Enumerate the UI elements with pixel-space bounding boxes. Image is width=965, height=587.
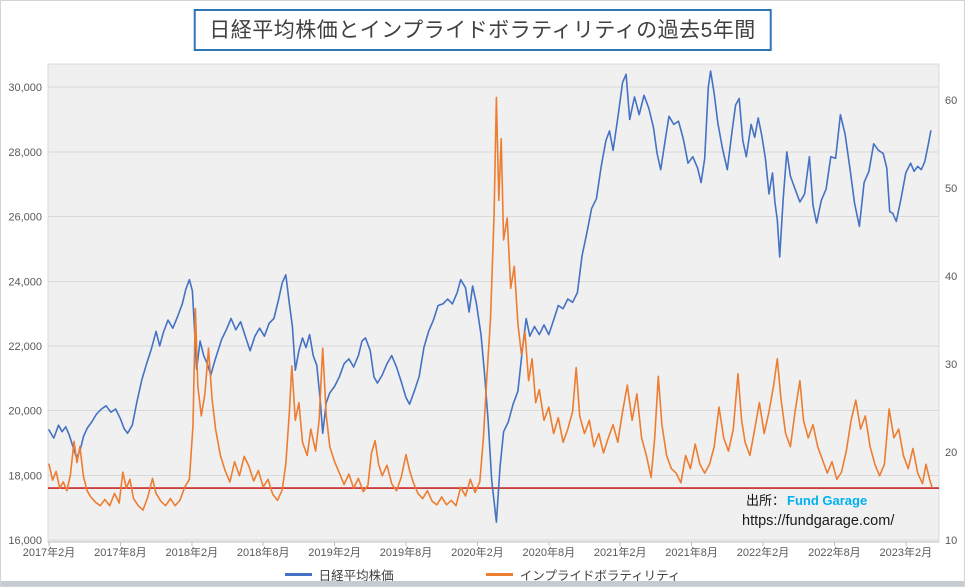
x-tick-label: 2019年2月 <box>308 545 361 559</box>
y-left-tick-label: 28,000 <box>8 147 42 159</box>
legend-label-nikkei: 日経平均株価 <box>318 569 394 583</box>
chart-title: 日経平均株価とインプライドボラティリティの過去5年間 <box>209 19 756 42</box>
y-left-tick-label: 24,000 <box>8 276 42 288</box>
x-tick-label: 2021年8月 <box>665 545 718 559</box>
source-attribution: 出所： Fund Garage <box>746 490 867 509</box>
y-right-tick-label: 50 <box>945 183 957 195</box>
source-label: 出所： <box>746 493 786 508</box>
x-tick-label: 2022年2月 <box>737 545 790 559</box>
y-left-tick-label: 22,000 <box>8 341 42 353</box>
x-tick-label: 2017年8月 <box>94 545 147 559</box>
y-right-tick-label: 60 <box>945 95 957 107</box>
y-left-tick-label: 20,000 <box>8 406 42 418</box>
y-right-tick-label: 20 <box>945 447 957 459</box>
y-right-tick-label: 10 <box>945 535 957 547</box>
iv-line <box>48 96 933 511</box>
y-left-tick-label: 30,000 <box>8 82 42 94</box>
x-tick-label: 2020年8月 <box>523 545 576 559</box>
x-tick-label: 2023年2月 <box>880 545 933 559</box>
legend-label-iv: インプライドボラティリティ <box>519 569 681 583</box>
x-tick-label: 2019年8月 <box>380 545 433 559</box>
window-bottom-strip <box>1 581 964 586</box>
chart-legend: 日経平均株価 インプライドボラティリティ <box>1 565 964 584</box>
y-right-tick-label: 40 <box>945 271 957 283</box>
plot-area <box>47 63 940 543</box>
y-left-tick-label: 16,000 <box>8 535 42 547</box>
y-left-tick-label: 18,000 <box>8 470 42 482</box>
y-right-tick-label: 30 <box>945 359 957 371</box>
x-tick-label: 2021年2月 <box>594 545 647 559</box>
iv-line-swatch <box>485 573 513 576</box>
x-tick-label: 2020年2月 <box>451 545 504 559</box>
x-tick-label: 2018年2月 <box>166 545 219 559</box>
x-tick-label: 2017年2月 <box>23 545 76 559</box>
y-left-tick-label: 26,000 <box>8 212 42 224</box>
source-url: https://fundgarage.com/ <box>742 513 895 529</box>
source-name: Fund Garage <box>787 493 868 508</box>
chart-title-box: 日経平均株価とインプライドボラティリティの過去5年間 <box>193 9 772 51</box>
nikkei-line-swatch <box>284 573 312 576</box>
legend-item-nikkei: 日経平均株価 <box>284 565 394 584</box>
x-tick-label: 2018年8月 <box>237 545 290 559</box>
legend-item-iv: インプライドボラティリティ <box>485 565 681 584</box>
x-tick-label: 2022年8月 <box>808 545 861 559</box>
